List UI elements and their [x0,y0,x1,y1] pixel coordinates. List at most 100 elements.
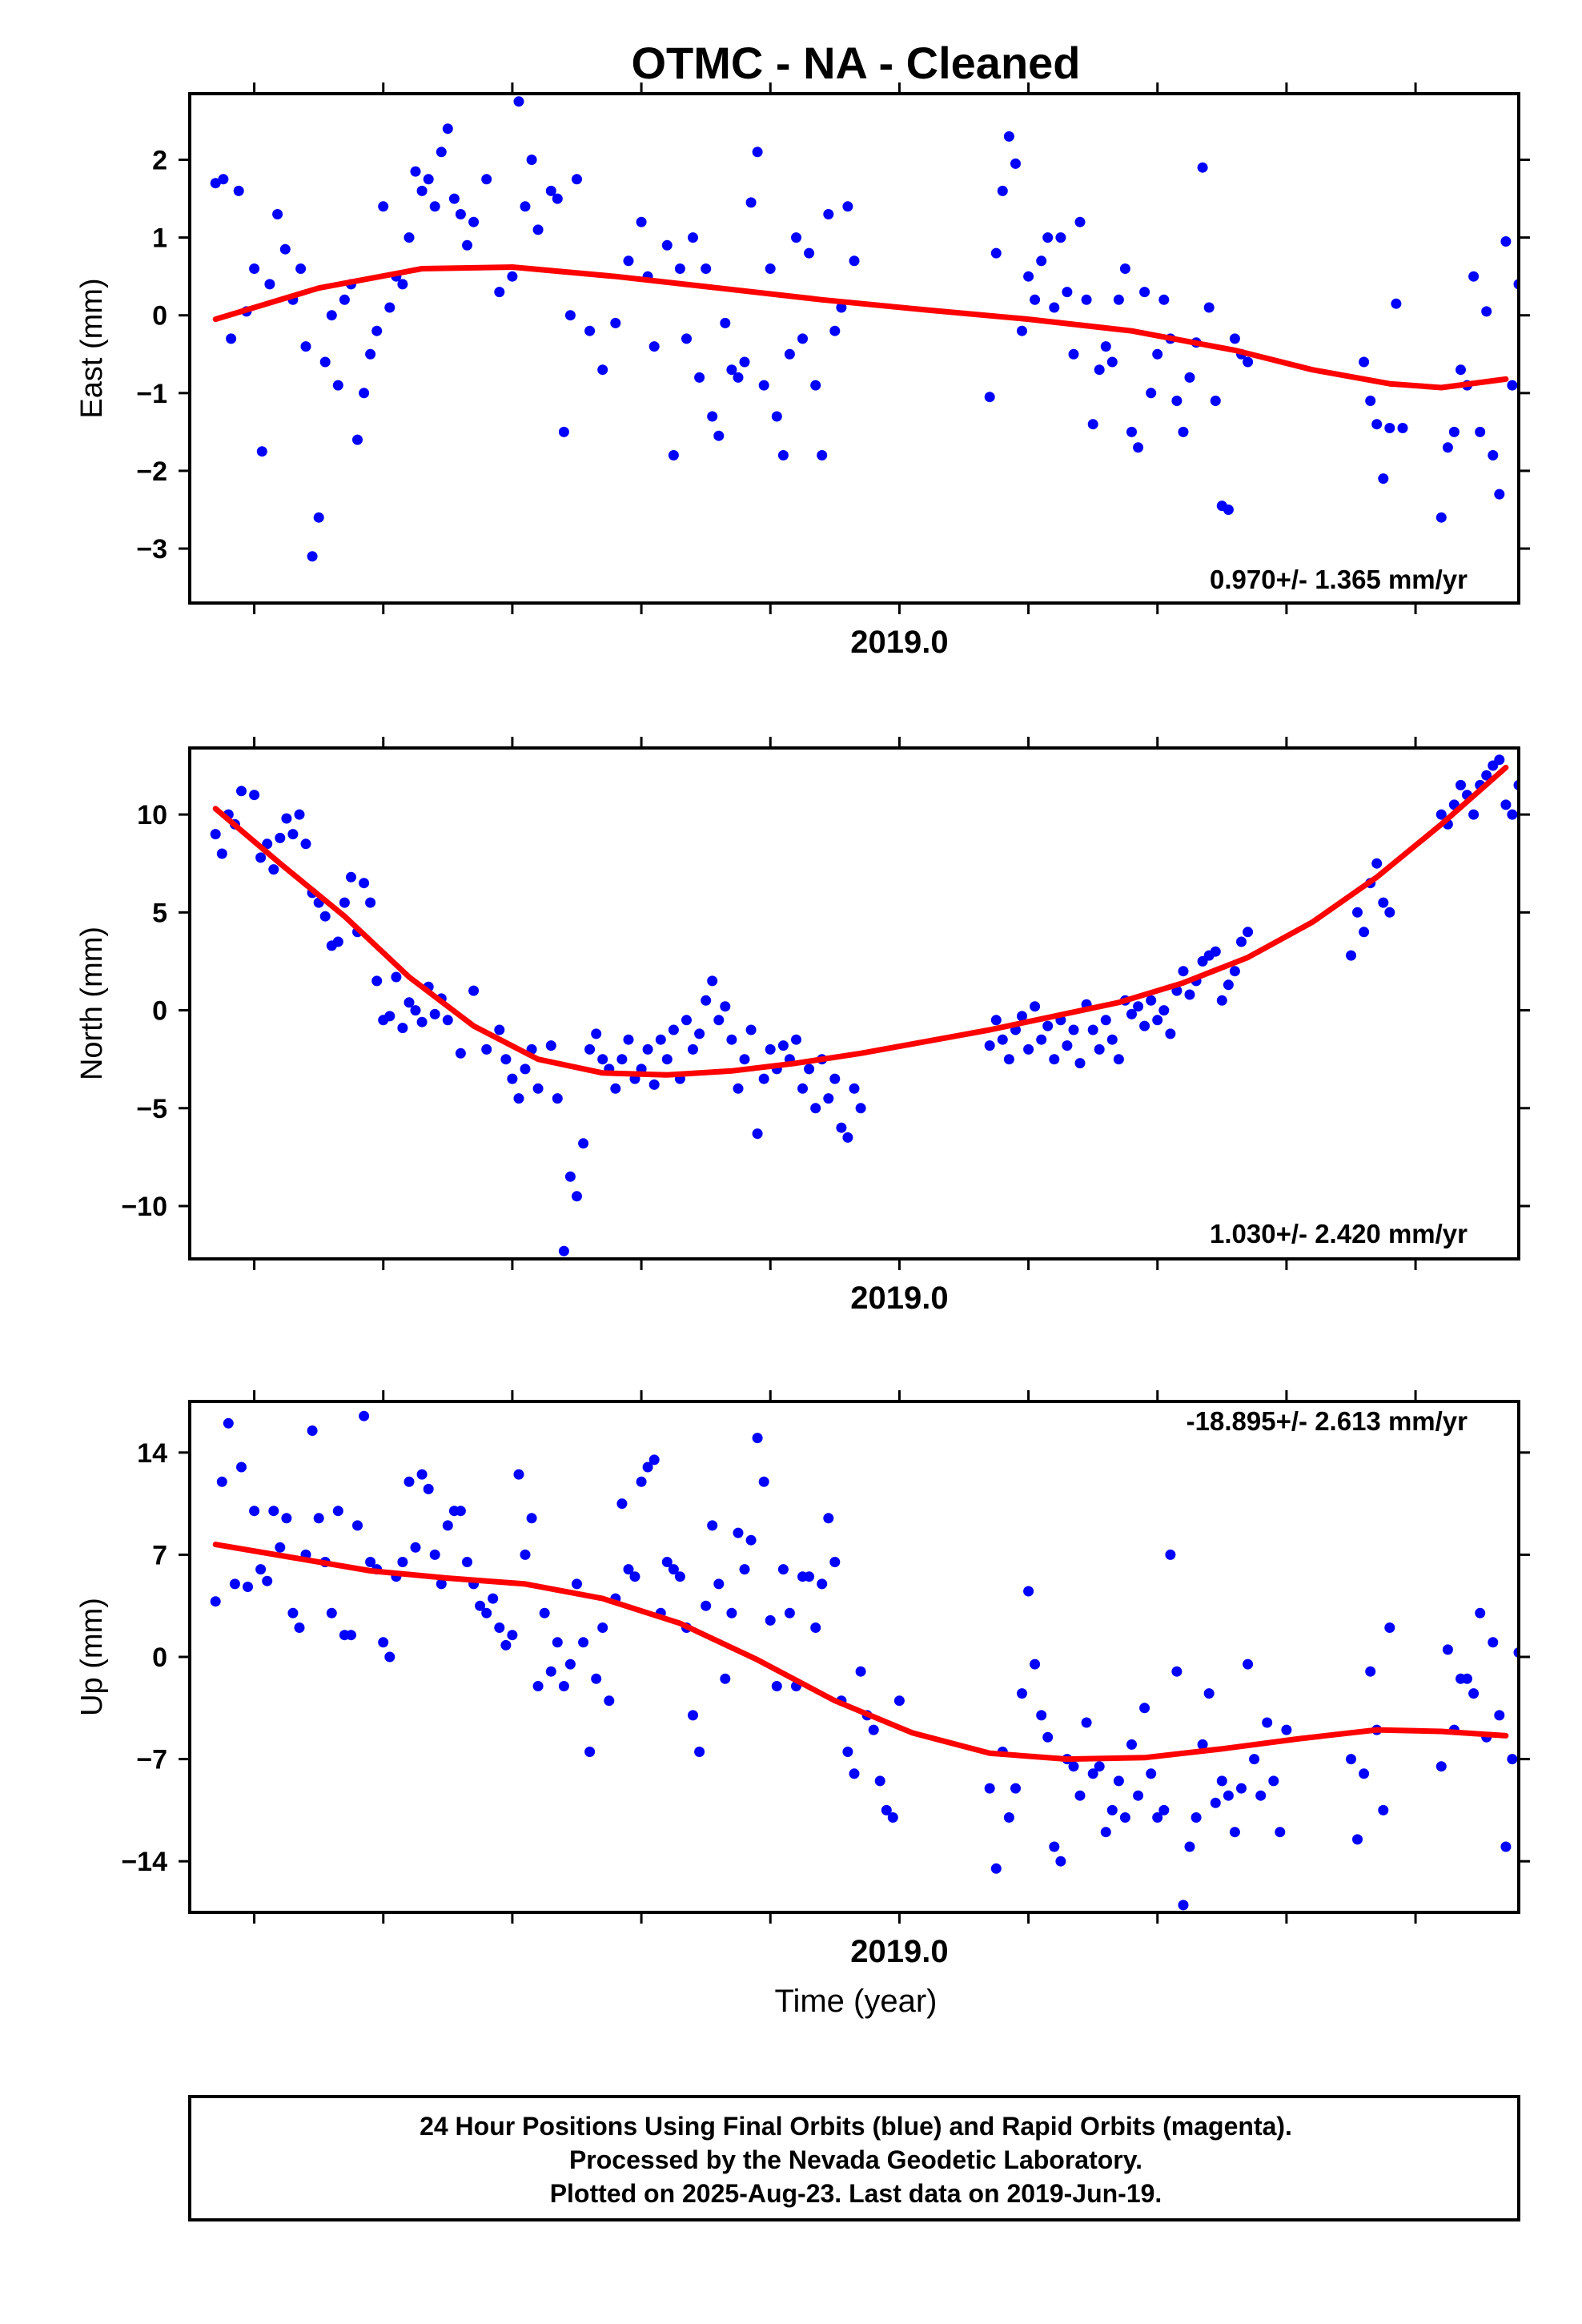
data-point [784,348,795,360]
data-point [1146,995,1157,1006]
data-point [1036,1710,1047,1721]
data-point [233,185,244,196]
data-point [997,185,1008,196]
data-point [359,388,370,399]
data-point [739,1054,750,1065]
data-point [371,975,383,987]
data-point [1365,1666,1376,1677]
data-point [404,997,415,1008]
data-point [507,1073,518,1084]
data-point [1074,1058,1086,1069]
data-point [1146,1768,1157,1779]
data-point [1087,1024,1098,1035]
data-point [1158,1804,1170,1815]
data-point [997,1034,1008,1045]
data-point [268,864,279,875]
data-point [623,1564,634,1575]
data-point [513,1093,524,1104]
data-point [462,1557,472,1567]
data-point [313,1513,324,1524]
data-point [777,1040,789,1051]
data-point [597,364,608,376]
data-point [1003,1054,1014,1065]
data-point [1030,294,1041,305]
data-point [1068,1024,1079,1035]
data-point [243,1582,253,1592]
data-point [849,1083,860,1094]
data-point [1133,442,1144,453]
data-point [984,1040,995,1051]
y-tick-label: −5 [136,1094,167,1124]
data-point [829,325,841,336]
data-point [1359,927,1370,938]
fit-line [212,764,1509,1078]
data-point [1036,1034,1047,1045]
y-tick-label: 5 [152,898,167,928]
data-point [1346,1754,1356,1765]
data-point [694,1028,705,1039]
data-point [849,1768,860,1779]
data-point [842,201,853,212]
data-point [384,1651,396,1663]
data-point [564,310,576,321]
data-point [339,897,350,908]
data-point [829,1557,841,1567]
data-point [1139,1703,1150,1714]
data-point [1378,897,1389,908]
data-points [210,1410,1519,1911]
data-point [481,1607,492,1618]
data-point [442,1520,453,1531]
data-point [758,1073,769,1084]
footer-box [188,2095,1520,2221]
data-point [1384,907,1395,918]
data-point [300,341,311,352]
data-point [1178,426,1189,437]
data-point [1113,294,1124,305]
data-point [218,174,229,185]
data-point [1119,263,1130,274]
data-point [455,1047,466,1059]
data-point [455,1506,466,1517]
data-point [758,1476,769,1487]
data-point [1133,1790,1144,1801]
data-point [752,1128,763,1140]
data-point [326,310,337,321]
y-tick-label: 1 [152,223,167,254]
data-point [1158,1005,1170,1016]
data-point [648,341,660,352]
data-point [1023,1043,1034,1055]
data-point [416,1016,428,1027]
data-point [1158,294,1170,305]
data-point [713,1015,725,1026]
x-tick-label: 2019.0 [850,625,948,660]
data-point [1106,1804,1118,1815]
y-tick-label: −1 [136,379,167,409]
data-point [1507,380,1518,391]
east-panel: 2 1 0 −1 −2 −3 2019.0 East (mm) 0.970+/- 1.365 m… [75,82,1530,660]
data-point [1488,450,1499,460]
data-point [855,1666,866,1677]
data-point [526,155,537,165]
data-point [442,123,453,135]
data-point [1126,1008,1137,1019]
data-point [1094,1043,1105,1055]
data-point [281,1513,292,1524]
data-point [1049,1054,1060,1065]
data-point [279,243,291,255]
data-point [1507,809,1518,820]
data-point [552,193,563,204]
data-point [1359,1768,1370,1779]
data-point [616,1498,628,1510]
data-point [733,1527,744,1538]
y-tick-label: −2 [136,456,167,487]
data-point [295,263,307,274]
data-point [272,209,283,219]
data-point [1036,255,1047,267]
data-point [745,197,757,208]
data-point [636,216,647,227]
data-point [558,1245,569,1256]
data-point [494,1622,505,1633]
data-point [694,372,705,383]
data-point [745,1024,757,1035]
data-point [1030,1001,1041,1012]
